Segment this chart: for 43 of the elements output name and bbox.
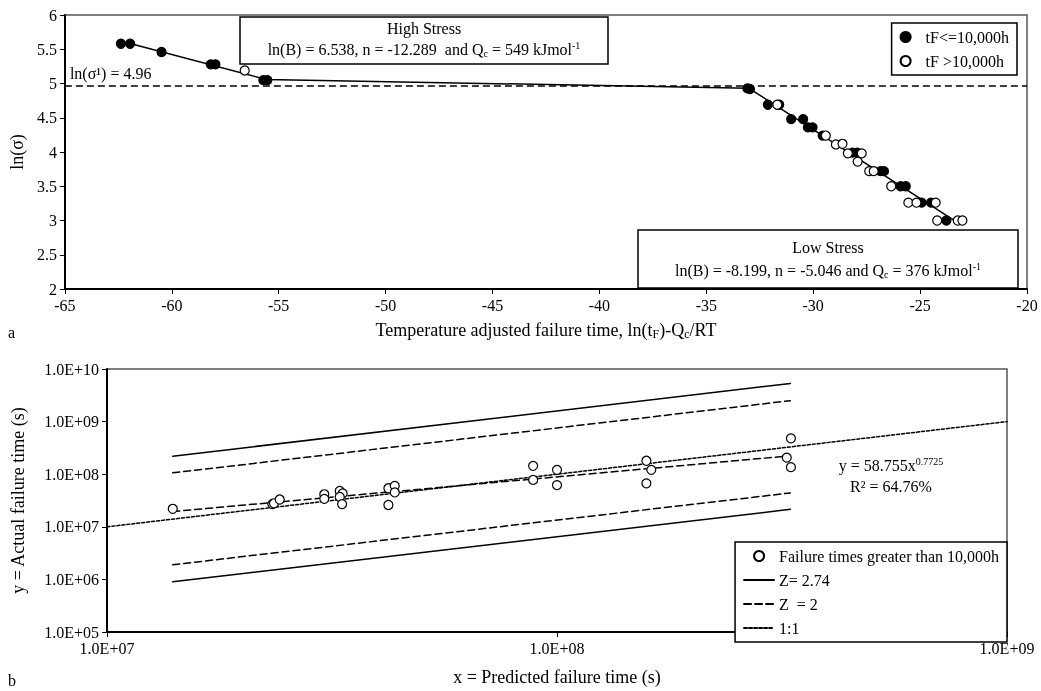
x-tick-label: -25 [909, 296, 931, 314]
y-tick-label: 1.0E+05 [44, 623, 99, 641]
y-tick-label: 1.0E+10 [44, 360, 99, 378]
y-tick-label: 1.0E+07 [44, 518, 99, 536]
x-tick-label: -20 [1016, 296, 1038, 314]
x-tick-label: -30 [802, 296, 824, 314]
annotation: R² = 64.76% [850, 477, 932, 495]
legend-label: Z = 2 [779, 595, 818, 613]
x-tick-label: -35 [695, 296, 717, 314]
y-tick-label: 6 [48, 6, 57, 24]
y-tick-label: 4.5 [36, 109, 57, 127]
y-tick-label: 2.5 [36, 246, 57, 264]
x-tick-label: 1.0E+08 [529, 639, 585, 657]
legend-label: 1:1 [779, 619, 800, 637]
x-tick-label: -40 [588, 296, 611, 314]
y-tick-label: 2 [48, 280, 57, 298]
x-tick-label: 1.0E+09 [979, 639, 1035, 657]
legend-label: tF >10,000h [925, 52, 1004, 70]
ref-line-label: ln(σ¹) = 4.96 [69, 64, 152, 83]
annotation: High Stress [386, 19, 462, 38]
legend-label: tF<=10,000h [925, 28, 1009, 46]
y-tick-label: 3.5 [36, 177, 57, 195]
y-tick-label: 1.0E+09 [44, 413, 99, 431]
legend-label: Z= 2.74 [779, 571, 830, 589]
x-tick-label: -65 [54, 296, 76, 314]
x-tick-label: -55 [268, 296, 290, 314]
legend-label: Failure times greater than 10,000h [779, 547, 999, 566]
x-tick-label: -45 [481, 296, 504, 314]
y-tick-label: 5.5 [36, 40, 57, 58]
text: a [8, 323, 16, 341]
x-tick-label: 1.0E+07 [79, 639, 135, 657]
y-axis-title: y = Actual failure time (s) [8, 407, 29, 594]
x-tick-label: -60 [161, 296, 183, 314]
y-tick-label: 5 [48, 75, 57, 92]
x-axis-title: x = Predicted failure time (s) [453, 667, 661, 688]
text: b [8, 671, 16, 689]
y-tick-label: 3 [48, 212, 57, 229]
y-tick-label: 1.0E+08 [44, 465, 99, 483]
x-tick-label: -50 [374, 296, 397, 314]
y-tick-label: 4 [48, 143, 57, 161]
annotation: Low Stress [792, 238, 864, 256]
y-tick-label: 1.0E+06 [44, 570, 99, 588]
y-axis-title: ln(σ) [7, 134, 28, 170]
